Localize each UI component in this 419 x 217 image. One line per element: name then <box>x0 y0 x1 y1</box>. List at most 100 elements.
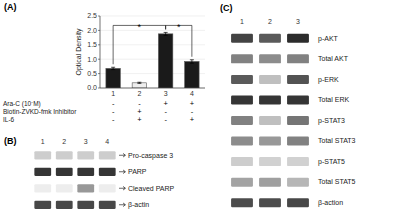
band <box>287 95 309 104</box>
band <box>77 184 94 192</box>
grid-line <box>100 44 205 45</box>
tick-label: 1 <box>111 90 115 97</box>
y-axis <box>100 16 101 88</box>
annotation: * <box>138 22 142 32</box>
band <box>259 137 281 146</box>
tick-label: 1.5 <box>87 41 97 48</box>
band-label: β-actin <box>128 201 149 209</box>
tick-label: 0.5 <box>87 70 97 77</box>
tick-label: 1.0 <box>87 56 97 63</box>
band <box>259 75 281 84</box>
band-label: p-AKT <box>318 35 339 43</box>
band <box>99 168 116 176</box>
x-axis <box>100 88 205 89</box>
band-label: p-ERK <box>318 76 339 84</box>
tick-label: 2.5 <box>87 12 97 19</box>
band <box>56 184 73 192</box>
tick-label: 2.0 <box>87 27 97 34</box>
band <box>77 168 94 176</box>
band <box>231 75 253 84</box>
error-bar <box>190 60 194 63</box>
band-label: Total ERK <box>318 96 349 103</box>
error-cap <box>164 35 168 36</box>
panel-title: (A) <box>4 2 17 12</box>
lane-label: 1 <box>240 18 244 25</box>
tick-label: 2 <box>137 90 141 97</box>
error-cap <box>137 82 141 83</box>
arrow-line <box>119 155 125 156</box>
band <box>34 151 51 159</box>
error-cap <box>164 32 168 33</box>
bar <box>132 83 146 88</box>
tick-label: 0.0 <box>87 84 97 91</box>
lane-label: 3 <box>84 138 88 145</box>
band <box>34 201 51 209</box>
axis-label: Optical Density <box>75 28 83 76</box>
band <box>99 201 116 209</box>
arrow-head <box>123 170 126 174</box>
band <box>99 184 116 192</box>
arrow-head <box>123 203 126 207</box>
bar <box>158 34 172 88</box>
error-bar <box>164 32 168 35</box>
plot-area <box>106 32 199 88</box>
bar <box>185 62 199 88</box>
error-bar <box>111 67 115 69</box>
band <box>287 75 309 84</box>
row-sign: + <box>137 115 142 124</box>
row-label: IL-6 <box>3 116 15 123</box>
band <box>231 95 253 104</box>
band <box>56 168 73 176</box>
band <box>231 178 253 187</box>
band-label: p-STAT3 <box>318 117 345 125</box>
band <box>287 178 309 187</box>
figure: (A) 0.0 0.5 1.0 1.5 2.0 2.5 Optical Density 1 2 3 4… <box>0 0 419 217</box>
grid-line <box>100 59 205 60</box>
grid-line <box>100 16 205 17</box>
band <box>287 198 309 207</box>
band-label: Pro-caspase 3 <box>128 152 173 160</box>
bar <box>106 68 120 88</box>
band <box>231 137 253 146</box>
band <box>287 34 309 43</box>
lane-label: 2 <box>62 138 66 145</box>
tick-label: 3 <box>164 90 168 97</box>
panel-blot: (C)123p-AKTTotal AKTp-ERKTotal ERKp-STAT… <box>220 3 356 207</box>
arrow-head <box>123 186 126 190</box>
band <box>259 95 281 104</box>
band-label: Total STAT5 <box>318 178 356 185</box>
band <box>259 157 281 166</box>
arrow-line <box>119 204 125 205</box>
band <box>287 157 309 166</box>
error-line <box>165 32 166 35</box>
band <box>231 157 253 166</box>
grid-line <box>100 88 205 89</box>
band-label: Total STAT3 <box>318 137 356 144</box>
band-label: p-STAT5 <box>318 158 345 166</box>
panel-title: (C) <box>220 3 233 13</box>
error-cap <box>111 67 115 68</box>
tick-label: 4 <box>190 90 194 97</box>
band <box>259 116 281 125</box>
panel-blot: (B)1234Pro-caspase 3PARPCleaved PARPβ-ac… <box>4 136 175 209</box>
band <box>231 34 253 43</box>
band <box>259 198 281 207</box>
lane-label: 3 <box>296 18 300 25</box>
band-label: β-action <box>318 199 343 207</box>
lane-label: 1 <box>41 138 45 145</box>
row-sign: + <box>190 115 195 124</box>
arrow-line <box>119 171 125 172</box>
band <box>259 54 281 63</box>
band <box>34 168 51 176</box>
arrow-head <box>123 153 126 157</box>
band <box>287 116 309 125</box>
band-label: Cleaved PARP <box>128 185 175 192</box>
error-cap <box>137 83 141 84</box>
annotation: * <box>177 22 181 32</box>
band <box>231 54 253 63</box>
band-label: Total AKT <box>318 55 349 62</box>
error-line <box>191 60 192 63</box>
row-sign: - <box>112 115 115 124</box>
error-cap <box>190 63 194 64</box>
error-cap <box>111 69 115 70</box>
